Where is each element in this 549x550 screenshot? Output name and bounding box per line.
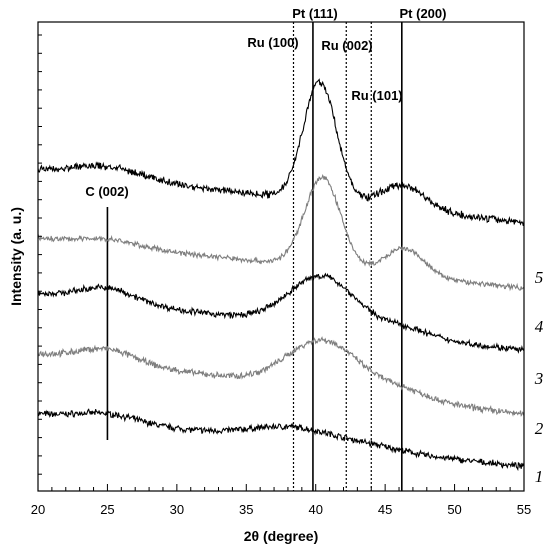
reference-line-label-1: Ru (100) xyxy=(247,35,298,50)
series-3-trace xyxy=(37,272,525,354)
reference-line-labels: C (002) Ru (100) Pt (111) Ru (002) Ru (101) P… xyxy=(85,6,446,199)
reference-line-label-5: Pt (200) xyxy=(400,6,447,21)
series-labels: 1 2 3 4 5 xyxy=(534,268,544,486)
series-label-1: 1 xyxy=(535,467,544,486)
series-label-2: 2 xyxy=(535,419,544,438)
plot-frame xyxy=(37,21,525,492)
series-label-5: 5 xyxy=(535,268,544,287)
series-1-trace xyxy=(37,408,525,472)
reference-line-label-2: Pt (111) xyxy=(292,6,338,21)
x-tick-label-0: 20 xyxy=(31,502,45,517)
series-label-3: 3 xyxy=(534,369,544,388)
x-tick-label-7: 55 xyxy=(517,502,531,517)
series-traces xyxy=(37,78,525,472)
x-axis-title: 2θ (degree) xyxy=(244,528,318,544)
reference-lines xyxy=(106,22,403,491)
y-axis-title: Intensity (a. u.) xyxy=(8,207,24,306)
x-tick-label-2: 30 xyxy=(170,502,184,517)
reference-line-label-4: Ru (101) xyxy=(351,88,402,103)
x-tick-label-1: 25 xyxy=(100,502,114,517)
x-tick-label-5: 45 xyxy=(378,502,392,517)
x-tick-label-6: 50 xyxy=(447,502,461,517)
series-label-4: 4 xyxy=(535,317,544,336)
x-tick-labels: 20 25 30 35 40 45 50 55 xyxy=(31,502,531,517)
axis-ticks xyxy=(37,34,525,491)
reference-line-label-3: Ru (002) xyxy=(321,38,372,53)
x-tick-label-3: 35 xyxy=(239,502,253,517)
series-5-trace xyxy=(37,78,525,227)
reference-line-label-0: C (002) xyxy=(85,184,128,199)
series-2-trace xyxy=(37,336,525,417)
series-4-trace xyxy=(37,174,525,292)
x-tick-label-4: 40 xyxy=(308,502,322,517)
